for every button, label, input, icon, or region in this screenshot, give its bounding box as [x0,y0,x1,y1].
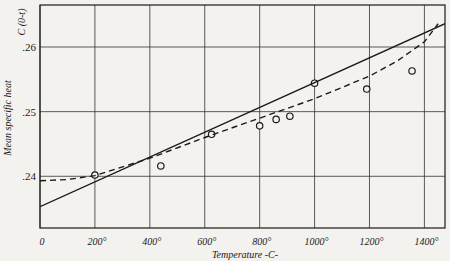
data-point [364,86,370,92]
x-grid-line [424,5,425,228]
plot-data [40,24,445,207]
x-grid-line [149,5,150,228]
y-grid-line [40,111,445,112]
x-tick-label: 1000° [305,236,329,247]
x-tick-label: 600° [197,236,216,247]
x-grid-line [204,5,205,228]
y-tick-label: .26 [22,41,36,53]
annotation: C (0-t) [16,8,28,36]
y-tick-label: .25 [22,106,36,118]
x-grid-line [369,5,370,228]
x-tick-label: 1200° [359,236,383,247]
x-tick-label: 400° [142,236,161,247]
data-point [158,163,164,169]
x-grid-line [314,5,315,228]
line-dashed [40,24,438,181]
y-grid-line [40,47,445,48]
x-tick-label: 0 [40,236,45,247]
x-grid-line [94,5,95,228]
x-tick-label: 800° [252,236,271,247]
data-point [256,123,262,129]
y-grid-line [40,176,445,177]
chart: 0 200° 400° 600° 800° 1000° 1200° 1400° .24 .25 .2… [0,0,450,261]
line-solid [40,24,445,207]
data-point [273,116,279,122]
y-axis-label: Mean specific heat [2,80,13,157]
x-grid-line [259,5,260,228]
data-point [287,113,293,119]
plot-frame [40,5,445,228]
x-tick-label: 1400° [414,236,438,247]
x-axis-label: Temperature -C- [212,249,278,260]
data-point [409,68,415,74]
chart-root: 0 200° 400° 600° 800° 1000° 1200° 1400° .24 .25 .2… [0,0,450,261]
x-tick-label: 200° [87,236,106,247]
y-tick-label: .24 [22,170,36,182]
